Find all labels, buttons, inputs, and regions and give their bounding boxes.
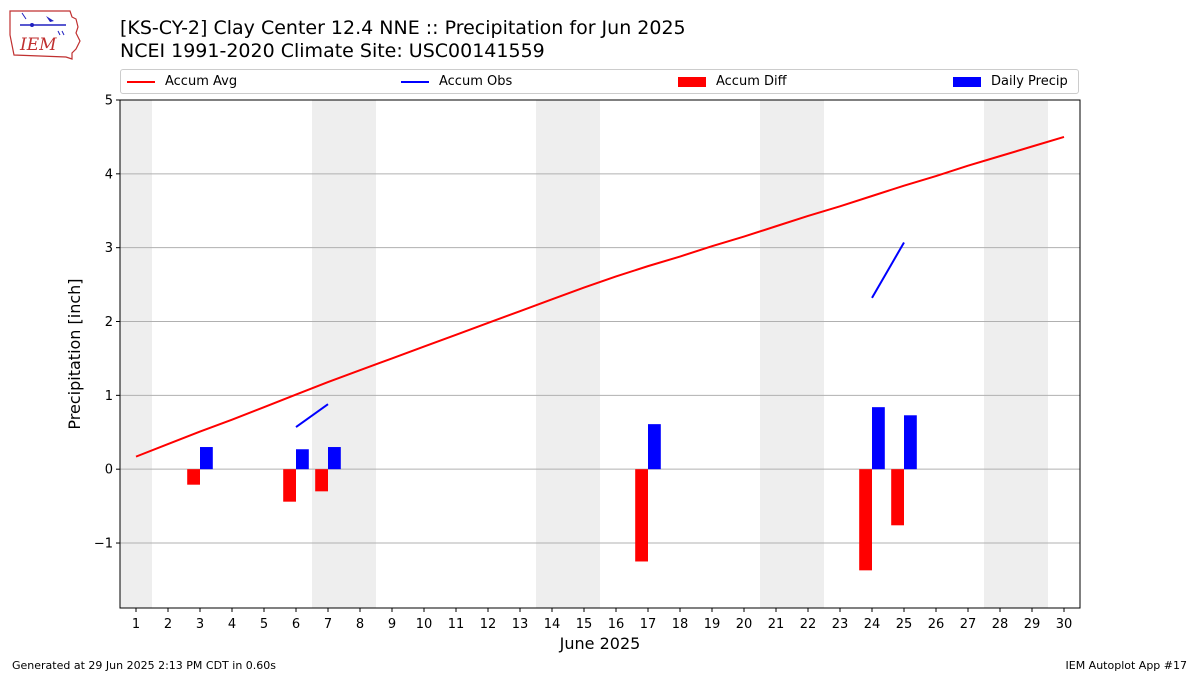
daily-precip-bar-day-24 [872,407,885,470]
weekend-shading [120,100,1048,608]
y-tick-label: 4 [105,167,113,182]
weekend-shade-day-1 [120,100,152,608]
x-tick-label: 23 [832,617,849,632]
accum-obs-line-segment-1 [295,403,329,428]
y-tick-label: 2 [105,315,113,330]
legend-item-accum-diff: Accum Diff [678,70,787,93]
y-tick-label: 0 [105,463,113,478]
y-tick-label: 3 [105,241,113,256]
x-tick-label: 27 [960,617,977,632]
y-tick-label: 1 [105,389,113,404]
x-tick-label: 14 [544,617,561,632]
accum-avg-line [135,135,1065,458]
legend-label-accum-avg: Accum Avg [165,74,238,89]
x-tick-label: 17 [640,617,657,632]
daily-precip-bar-day-7 [328,447,341,470]
x-tick-label: 1 [132,617,140,632]
x-tick-label: 22 [800,617,817,632]
bars [187,407,917,571]
x-tick-label: 8 [356,617,364,632]
footer-app-text: IEM Autoplot App #17 [1065,659,1188,672]
x-tick-label: 29 [1024,617,1041,632]
x-tick-label: 20 [736,617,753,632]
accum-obs-line-segment-2 [871,242,905,299]
daily-precip-bar-day-6 [296,449,309,470]
y-tick-label: −1 [94,537,113,552]
daily-precip-bar-day-3 [200,447,213,470]
legend-swatch-daily-precip [953,76,981,87]
legend-swatch-accum-diff [678,76,706,87]
weekend-shade-day-8 [344,100,376,608]
y-tick-label: 5 [105,94,113,109]
x-tick-label: 9 [388,617,396,632]
accum-diff-bar-day-3 [187,469,200,485]
weekend-shade-day-7 [312,100,344,608]
x-tick-label: 24 [864,617,881,632]
x-tick-label: 18 [672,617,689,632]
x-tick-label: 4 [228,617,236,632]
footer-generated-text: Generated at 29 Jun 2025 2:13 PM CDT in … [12,659,277,672]
legend-item-accum-avg: Accum Avg [127,70,237,93]
x-tick-label: 13 [512,617,529,632]
x-tick-label: 5 [260,617,268,632]
x-tick-label: 12 [480,617,497,632]
legend-label-accum-obs: Accum Obs [439,74,513,89]
lines [135,135,1065,458]
chart-title: [KS-CY-2] Clay Center 12.4 NNE :: Precip… [120,17,686,39]
x-tick-label: 3 [196,617,204,632]
legend-label-daily-precip: Daily Precip [991,74,1068,89]
weekend-shade-day-15 [568,100,600,608]
x-tick-label: 25 [896,617,913,632]
legend-swatch-accum-avg [127,80,155,83]
x-tick-label: 19 [704,617,721,632]
svg-text:IEM: IEM [19,35,57,55]
x-tick-label: 16 [608,617,625,632]
x-tick-label: 2 [164,617,172,632]
x-tick-label: 30 [1056,617,1073,632]
accum-diff-bar-day-6 [283,469,296,502]
x-axis-label: June 2025 [559,634,641,653]
x-tick-label: 7 [324,617,332,632]
weekend-shade-day-14 [536,100,568,608]
legend-label-accum-diff: Accum Diff [716,74,787,89]
x-tick-label: 11 [448,617,465,632]
iem-logo: IEM [9,10,81,60]
chart-subtitle: NCEI 1991-2020 Climate Site: USC00141559 [120,40,545,62]
x-tick-label: 26 [928,617,945,632]
accum-diff-bar-day-7 [315,469,328,492]
x-tick-label: 21 [768,617,785,632]
accum-diff-bar-day-24 [859,469,872,571]
weekend-shade-day-22 [792,100,824,608]
daily-precip-bar-day-17 [648,424,661,470]
accum-diff-bar-day-25 [891,469,904,526]
accum-diff-bar-day-17 [635,469,648,562]
x-tick-label: 6 [292,617,300,632]
legend-swatch-accum-obs [401,80,429,83]
y-axis-label: Precipitation [inch] [65,278,84,429]
chart-legend: Accum Avg Accum Obs Accum Diff Daily Pre… [120,69,1079,94]
weekend-shade-day-28 [984,100,1016,608]
x-tick-label: 15 [576,617,593,632]
legend-item-daily-precip: Daily Precip [953,70,1068,93]
plot-frame [119,99,1081,609]
daily-precip-bar-day-25 [904,415,917,470]
x-tick-label: 28 [992,617,1009,632]
legend-item-accum-obs: Accum Obs [401,70,512,93]
weekend-shade-day-21 [760,100,792,608]
x-tick-label: 10 [416,617,433,632]
weekend-shade-day-29 [1016,100,1048,608]
